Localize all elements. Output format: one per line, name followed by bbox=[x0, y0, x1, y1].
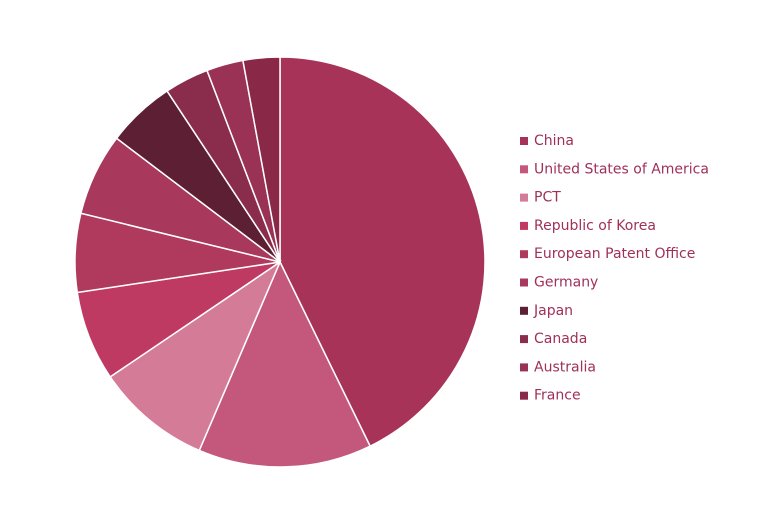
legend-label: United States of America bbox=[534, 161, 709, 177]
legend-swatch bbox=[520, 193, 528, 202]
legend-swatch bbox=[520, 335, 528, 344]
legend-label: European Patent Office bbox=[534, 246, 695, 262]
legend-swatch bbox=[520, 278, 528, 287]
legend-swatch bbox=[520, 391, 528, 400]
pie-slice bbox=[279, 56, 486, 448]
legend-swatch bbox=[520, 306, 528, 315]
legend-swatch bbox=[520, 221, 528, 230]
legend-label: Canada bbox=[534, 331, 587, 347]
pie-slice bbox=[198, 260, 372, 468]
legend-label: PCT bbox=[534, 190, 561, 206]
legend-label: Australia bbox=[534, 359, 596, 375]
legend-label: Germany bbox=[534, 275, 598, 291]
legend-swatch bbox=[520, 137, 528, 145]
legend-label: China bbox=[534, 133, 574, 149]
legend-swatch bbox=[520, 250, 528, 259]
legend-swatch bbox=[520, 363, 528, 372]
legend-label: Republic of Korea bbox=[534, 218, 656, 234]
legend-label: Japan bbox=[533, 303, 573, 319]
legend-label: France bbox=[534, 388, 581, 404]
pie-slice bbox=[242, 56, 281, 263]
legend-swatch bbox=[520, 165, 528, 174]
pie-slice bbox=[109, 259, 282, 452]
